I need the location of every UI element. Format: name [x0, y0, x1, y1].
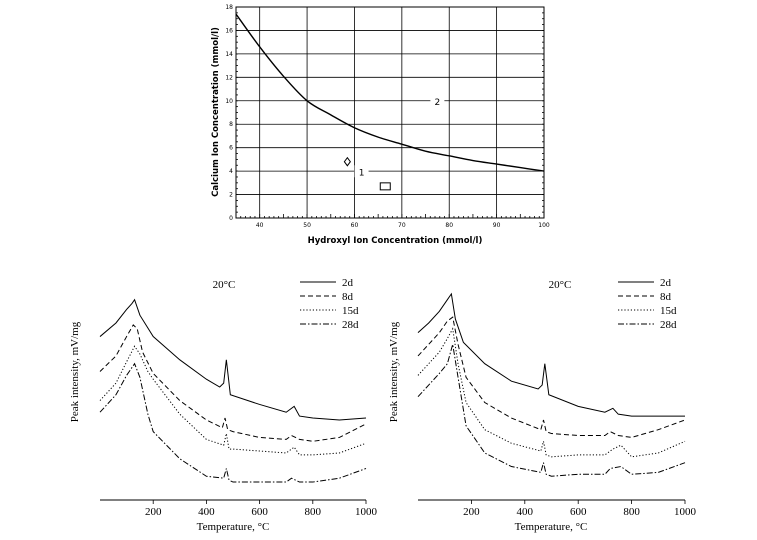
left-series-2d — [99, 298, 367, 421]
left-series-8d — [99, 324, 367, 442]
right-x-tick-label-2: 600 — [570, 506, 587, 518]
right-series-28d — [417, 344, 686, 477]
top-x-tick-label-4: 80 — [445, 222, 453, 229]
top-y-tick-label-8: 16 — [225, 27, 233, 34]
left-chart-ticks: 200 400 600 800 1000 — [145, 500, 378, 518]
left-series-28d — [99, 362, 367, 483]
right-legend-label-15d: 15d — [660, 305, 677, 317]
right-x-tick-label-0: 200 — [463, 506, 480, 518]
top-annotation-bg-1 — [430, 94, 445, 107]
right-chart-y-axis-label: Peak intensity, mV/mg — [388, 321, 400, 422]
left-x-tick-label-1: 400 — [198, 506, 215, 518]
square-marker — [379, 182, 391, 191]
right-chart-ticks: 200 400 600 800 1000 — [463, 500, 697, 518]
left-legend-label-28d: 28d — [342, 319, 359, 331]
left-x-tick-label-0: 200 — [145, 506, 162, 518]
right-chart-legend: 2d 8d 15d 28d — [618, 277, 677, 331]
dta-chart-left: 200 400 600 800 1000 20°C 2d 8d 15d 28d Tempera… — [69, 277, 378, 533]
left-chart-annotation: 20°C — [213, 279, 236, 291]
left-x-tick-label-2: 600 — [251, 506, 268, 518]
left-chart-legend: 2d 8d 15d 28d — [300, 277, 359, 331]
left-chart-y-axis-label: Peak intensity, mV/mg — [69, 321, 81, 422]
dta-chart-right: 200 400 600 800 1000 20°C 2d 8d 15d 28d Tempera… — [388, 277, 697, 533]
top-x-tick-label-2: 60 — [351, 222, 359, 229]
right-x-tick-label-1: 400 — [517, 506, 534, 518]
top-chart-annotations: 12 — [343, 94, 445, 191]
top-y-tick-label-1: 2 — [229, 192, 233, 199]
top-x-tick-label-5: 90 — [493, 222, 501, 229]
diamond-marker — [343, 156, 351, 167]
right-x-tick-label-4: 1000 — [674, 506, 697, 518]
top-y-tick-label-3: 6 — [229, 145, 233, 152]
left-x-tick-label-4: 1000 — [355, 506, 378, 518]
left-series-15d — [99, 345, 367, 456]
top-annotation-bg-0 — [354, 165, 369, 178]
right-legend-label-28d: 28d — [660, 319, 677, 331]
top-x-tick-label-6: 100 — [538, 222, 550, 229]
top-x-tick-label-1: 50 — [303, 222, 311, 229]
top-x-tick-label-3: 70 — [398, 222, 406, 229]
right-series-8d — [417, 316, 686, 438]
right-legend-label-8d: 8d — [660, 291, 672, 303]
top-chart-y-axis-label: Calcium Ion Concentration (mmol/l) — [211, 27, 221, 197]
top-y-tick-label-7: 14 — [225, 51, 233, 58]
top-y-tick-label-5: 10 — [225, 98, 233, 105]
top-y-tick-label-0: 0 — [229, 215, 233, 222]
right-chart-series — [417, 292, 686, 477]
top-x-tick-label-0: 40 — [256, 222, 264, 229]
top-annotation-1: 2 — [435, 98, 441, 108]
top-y-tick-label-4: 8 — [229, 121, 233, 128]
right-x-tick-label-3: 800 — [623, 506, 640, 518]
right-chart-x-axis-label: Temperature, °C — [515, 521, 588, 533]
top-chart-curve — [235, 13, 545, 172]
left-chart-x-axis-label: Temperature, °C — [197, 521, 270, 533]
left-legend-label-2d: 2d — [342, 277, 354, 289]
top-y-tick-label-9: 18 — [225, 4, 233, 11]
right-series-2d — [417, 292, 685, 417]
left-chart-series — [99, 298, 367, 483]
right-legend-label-2d: 2d — [660, 277, 672, 289]
left-legend-label-15d: 15d — [342, 305, 359, 317]
top-y-tick-label-6: 12 — [225, 74, 233, 81]
top-chart-x-axis-label: Hydroxyl Ion Concentration (mmol/l) — [308, 236, 483, 246]
right-chart-annotation: 20°C — [549, 279, 572, 291]
top-y-tick-label-2: 4 — [229, 168, 233, 175]
left-legend-label-8d: 8d — [342, 291, 354, 303]
right-series-15d — [417, 327, 686, 458]
top-annotation-0: 1 — [359, 168, 365, 178]
left-x-tick-label-3: 800 — [305, 506, 322, 518]
